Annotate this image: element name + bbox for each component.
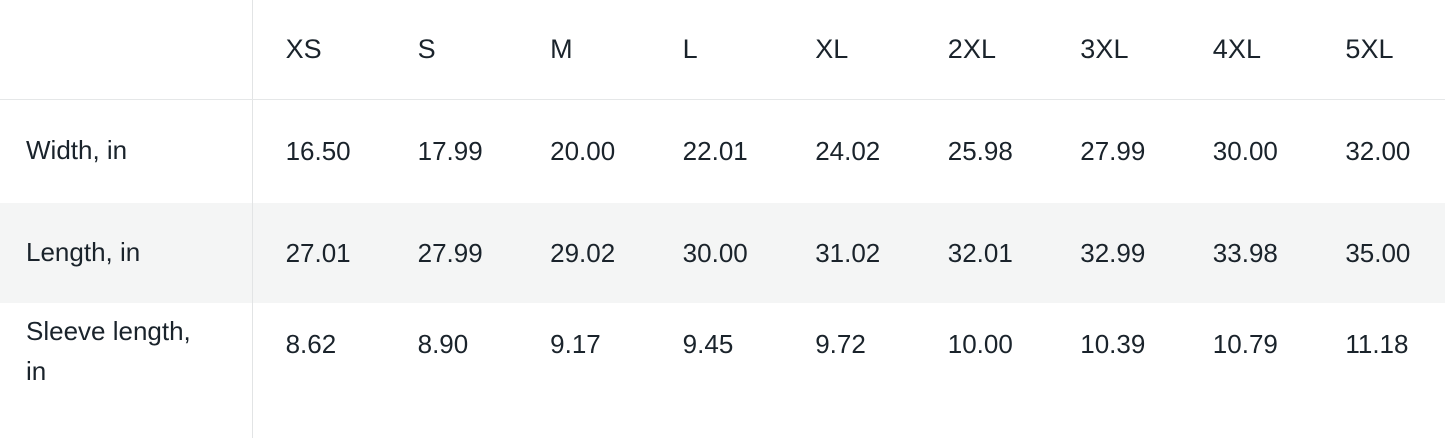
cell-width-3xl: 27.99 [1080,135,1146,166]
cell-width-l: 22.01 [682,135,748,166]
cell-sleeve-s: 8.90 [417,329,469,359]
header-row: XS S M L XL 2XL 3XL 4XL 5XL [0,0,1445,100]
cell-length-xl: 31.02 [815,237,881,268]
row-label-sleeve-length: Sleeve length, in [0,303,253,438]
table-row-width: Width, in 16.50 17.99 20.00 22.01 24.02 … [0,99,1445,203]
row-label-length: Length, in [0,203,253,303]
cell-sleeve-3xl: 10.39 [1080,329,1146,359]
table-row-sleeve-length: Sleeve length, in 8.62 8.90 9.17 9.45 9.… [0,303,1445,438]
cell-length-5xl: 35.00 [1345,237,1411,268]
cell-sleeve-5xl: 11.18 [1345,329,1409,359]
cell-width-2xl: 25.98 [947,135,1013,166]
column-header-4xl: 4XL [1179,0,1313,100]
table-header: XS S M L XL 2XL 3XL 4XL 5XL [0,0,1445,100]
cell-length-l: 30.00 [682,237,748,268]
cell-width-s: 17.99 [417,135,483,166]
cell-sleeve-2xl: 10.00 [947,329,1013,359]
table-row-length: Length, in 27.01 27.99 29.02 30.00 31.02… [0,203,1445,303]
cell-width-4xl: 30.00 [1212,135,1278,166]
cell-sleeve-4xl: 10.79 [1212,329,1278,359]
column-header-5xl: 5XL [1312,0,1445,100]
cell-length-3xl: 32.99 [1080,237,1146,268]
table-body: Width, in 16.50 17.99 20.00 22.01 24.02 … [0,99,1445,438]
cell-width-5xl: 32.00 [1345,135,1411,166]
cell-length-m: 29.02 [550,237,616,268]
column-header-xs: XS [252,0,385,100]
cell-length-4xl: 33.98 [1212,237,1278,268]
cell-sleeve-m: 9.17 [550,329,601,359]
column-header-l: L [649,0,783,100]
cell-width-xs: 16.50 [285,135,351,166]
column-header-3xl: 3XL [1047,0,1180,100]
cell-length-2xl: 32.01 [947,237,1013,268]
column-header-s: S [384,0,518,100]
cell-sleeve-l: 9.45 [682,329,734,359]
cell-width-xl: 24.02 [815,135,881,166]
cell-length-s: 27.99 [417,237,483,268]
cell-length-xs: 27.01 [285,237,351,268]
row-label-sleeve-length-text: Sleeve length, in [26,315,191,386]
column-header-xl: XL [782,0,915,100]
cell-width-m: 20.00 [550,135,616,166]
row-label-width: Width, in [0,99,253,203]
column-header-m: M [517,0,650,100]
cell-sleeve-xl: 9.72 [815,329,866,359]
header-corner-cell [0,0,253,100]
cell-sleeve-xs: 8.62 [285,329,337,359]
column-header-2xl: 2XL [914,0,1048,100]
